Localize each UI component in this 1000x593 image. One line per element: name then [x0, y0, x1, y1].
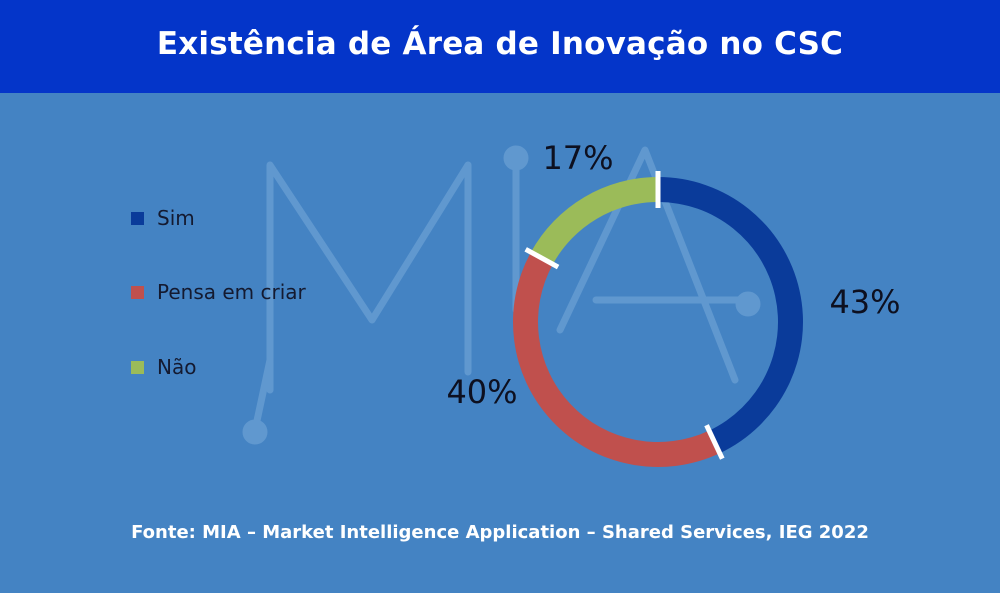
legend-item-nao: Não: [131, 352, 196, 382]
legend-item-sim: Sim: [131, 203, 195, 233]
legend-swatch-pensa-em-criar: [131, 285, 144, 299]
legend-label-pensa-em-criar: Pensa em criar: [157, 280, 306, 304]
chart-title: Existência de Área de Inovação no CSC: [156, 25, 844, 62]
data-label-nao: 17%: [542, 139, 613, 177]
donut-slice-sim: [658, 177, 803, 454]
donut-slice-nao: [530, 177, 658, 265]
data-label-sim: 43%: [829, 283, 900, 321]
legend-label-nao: Não: [157, 355, 197, 379]
legend-swatch-nao: [131, 360, 144, 374]
donut-slice-pensa-em-criar: [513, 252, 720, 467]
source-note: Fonte: MIA – Market Intelligence Applica…: [131, 522, 869, 543]
chart-header: Existência de Área de Inovação no CSC: [0, 0, 1000, 93]
legend-swatch-sim: [131, 211, 144, 225]
legend-item-pensa-em-criar: Pensa em criar: [131, 277, 306, 307]
donut-separator: [524, 247, 560, 270]
donut-separator: [704, 424, 725, 460]
data-label-pensa-em-criar: 40%: [446, 373, 517, 411]
legend-label-sim: Sim: [157, 206, 195, 230]
